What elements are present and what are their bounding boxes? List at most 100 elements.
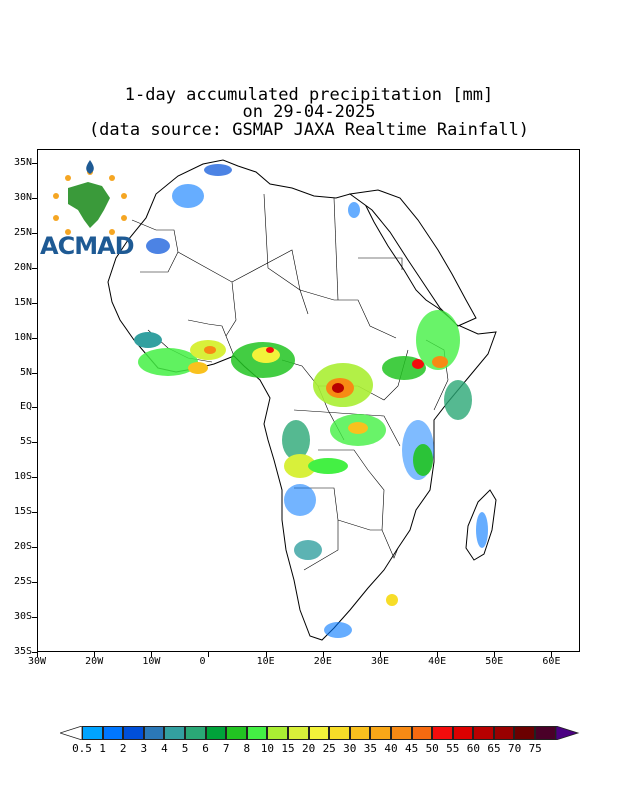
colorbar-cell [535,726,556,740]
longitude-tick-label: 40E [428,656,447,667]
colorbar-label: 25 [322,742,336,755]
colorbar-cell [164,726,185,740]
latitude-tick [32,232,37,234]
longitude-tick-label: 20E [313,656,332,667]
colorbar-label: 5 [181,742,189,755]
colorbar-label: 4 [161,742,168,755]
colorbar-label: 1 [99,742,106,755]
colorbar-label: 55 [446,742,460,755]
latitude-tick-label: 10S [13,471,32,483]
colorbar-label: 65 [487,742,501,755]
colorbar-label: 40 [384,742,398,755]
country-borders [131,193,449,571]
longitude-tick-label: 0 [199,656,206,667]
colorbar-cell [329,726,350,740]
colorbar-cell [390,726,412,740]
colorbar-cell [349,726,371,740]
latitude-tick [32,617,37,619]
latitude-tick [32,372,37,374]
longitude-tick [37,652,38,657]
colorbar-label: 60 [466,742,481,755]
colorbar-label: 10 [260,742,275,755]
colorbar-cell [452,726,474,740]
longitude-tick [551,652,553,657]
latitude-tick-label: 30N [13,191,32,203]
colorbar-cell [226,726,247,740]
colorbar-cell [82,726,103,740]
longitude-tick [322,652,324,657]
colorbar-label: 45 [404,742,419,755]
latitude-tick-label: 10N [13,331,32,343]
colorbar-cell [143,726,165,740]
colorbar-high-end [555,726,580,740]
colorbar-label: 7 [222,742,230,755]
latitude-tick [32,197,37,199]
latitude-tick [32,407,37,409]
colorbar-label: 2 [119,742,127,755]
longitude-tick-label: 10E [256,656,275,667]
longitude-tick-label: 10W [142,656,161,667]
longitude-tick [265,652,267,657]
colorbar-cell [493,726,515,740]
latitude-tick [32,442,37,444]
latitude-tick [32,162,37,164]
latitude-tick-label: 25N [13,226,32,238]
colorbar-label: 15 [281,742,295,755]
colorbar-cell [432,726,453,740]
colorbar-cell [246,726,268,740]
latitude-tick [32,582,37,584]
arabia-landmass [348,189,477,327]
colorbar-label: 30 [343,742,357,755]
longitude-tick [379,652,381,657]
latitude-tick-label: EQ [19,401,32,413]
latitude-tick-label: 35N [13,156,32,168]
latitude-tick-label: 30S [13,611,32,623]
precipitation-overlay [134,164,488,638]
latitude-tick [32,512,37,514]
colorbar-cell [102,726,124,740]
longitude-tick-label: 30E [370,656,389,667]
colorbar-cell [205,726,227,740]
colorbar-cell [123,726,144,740]
colorbar-label: 8 [243,742,251,755]
longitude-tick [94,652,96,657]
colorbar-label: 70 [507,742,522,755]
colorbar-cell [411,726,433,740]
latitude-tick-label: 5N [19,366,32,378]
latitude-tick-label: 25S [13,576,32,588]
latitude-tick [32,302,37,304]
latitude-tick-label: 15S [13,506,32,518]
colorbar-label: 75 [528,742,542,755]
colorbar-label: 3 [140,742,148,755]
africa-landmass [107,159,497,641]
colorbar-cell [308,726,330,740]
map-title-line1: 1-day accumulated precipitation [mm] [124,85,494,105]
colorbar-label: 0.5 [72,742,92,755]
latitude-tick-label: 5S [19,436,32,448]
map-canvas [107,159,497,641]
colorbar-cell [473,726,494,740]
colorbar-cell [184,726,206,740]
latitude-tick-label: 20N [13,261,32,273]
latitude-tick [32,337,37,339]
colorbar-label: 20 [301,742,316,755]
longitude-tick [151,652,153,657]
precipitation-map [37,149,580,652]
latitude-tick-label: 35S [13,646,32,657]
colorbar-labels: 0.5 1 2 3 4 5 6 7 8 10 15 20 25 30 35 40 45 50 55 60 65 70 75 [0,742,618,756]
map-title-line3: (data source: GSMAP JAXA Realtime Rainfa… [88,120,530,140]
latitude-tick [32,547,37,549]
longitude-tick-label: 20W [85,656,104,667]
colorbar-label: 35 [363,742,378,755]
acmad-logo-text: ACMAD [40,232,135,260]
longitude-tick [437,652,439,657]
latitude-tick [32,267,37,269]
longitude-tick-label: 60E [542,656,561,667]
longitude-tick-label: 30W [28,656,47,667]
longitude-tick [208,652,210,657]
latitude-tick-label: 15N [13,296,32,308]
colorbar-cell [514,726,536,740]
latitude-tick [32,652,37,653]
acmad-logo [53,160,127,235]
colorbar-label: 6 [202,742,209,755]
